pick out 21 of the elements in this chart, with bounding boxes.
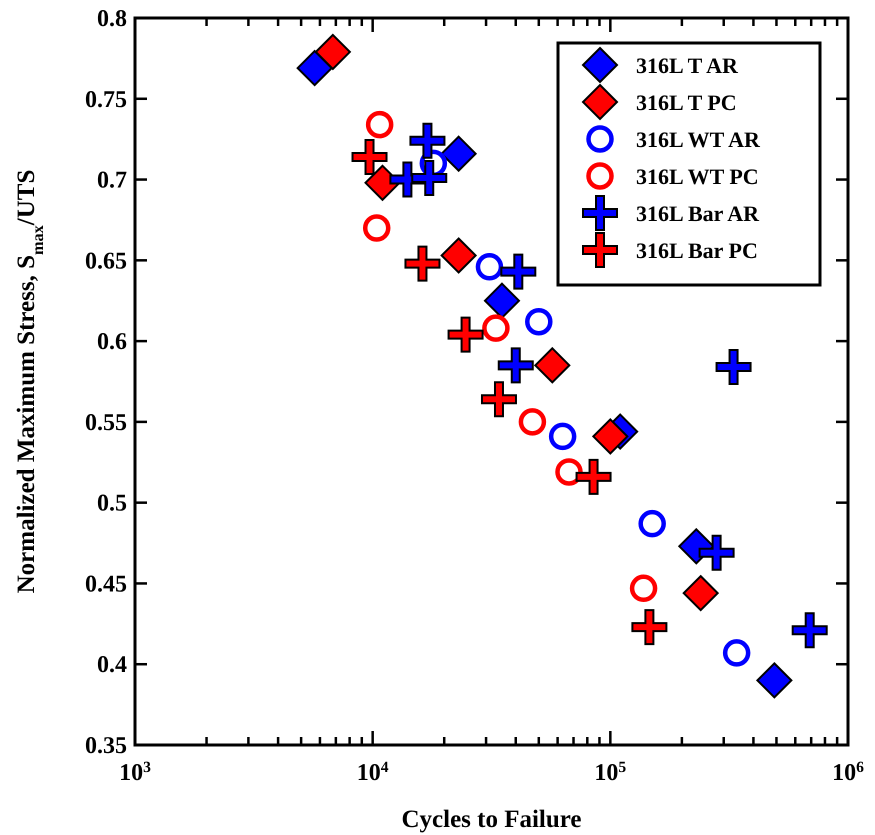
y-tick-label: 0.45 [85, 571, 127, 598]
x-axis-title: Cycles to Failure [401, 806, 582, 833]
y-tick-label: 0.35 [85, 733, 127, 759]
y-tick-label: 0.6 [97, 329, 127, 356]
legend-label: 316L WT AR [636, 127, 762, 152]
x-tick-label: 10$^{5}$ [594, 758, 626, 786]
x-tick-label: 10$^{4}$ [356, 758, 389, 786]
legend-label: 316L T PC [636, 90, 737, 115]
x-tick-label: 10$^{3}$ [119, 758, 152, 786]
x-tick-label: 10$^{6}$ [832, 758, 864, 786]
legend-label: 316L Bar PC [636, 238, 758, 263]
y-tick-label: 0.8 [97, 6, 127, 32]
y-tick-label: 0.75 [85, 86, 127, 113]
legend-label: 316L WT PC [636, 164, 759, 189]
legend-label: 316L Bar AR [636, 201, 760, 226]
legend-label: 316L T AR [636, 53, 740, 78]
y-tick-label: 0.5 [97, 490, 127, 517]
y-tick-label: 0.65 [85, 248, 127, 274]
y-tick-label: 0.4 [97, 652, 127, 678]
y-tick-label: 0.55 [85, 410, 127, 436]
y-tick-label: 0.7 [97, 168, 127, 194]
